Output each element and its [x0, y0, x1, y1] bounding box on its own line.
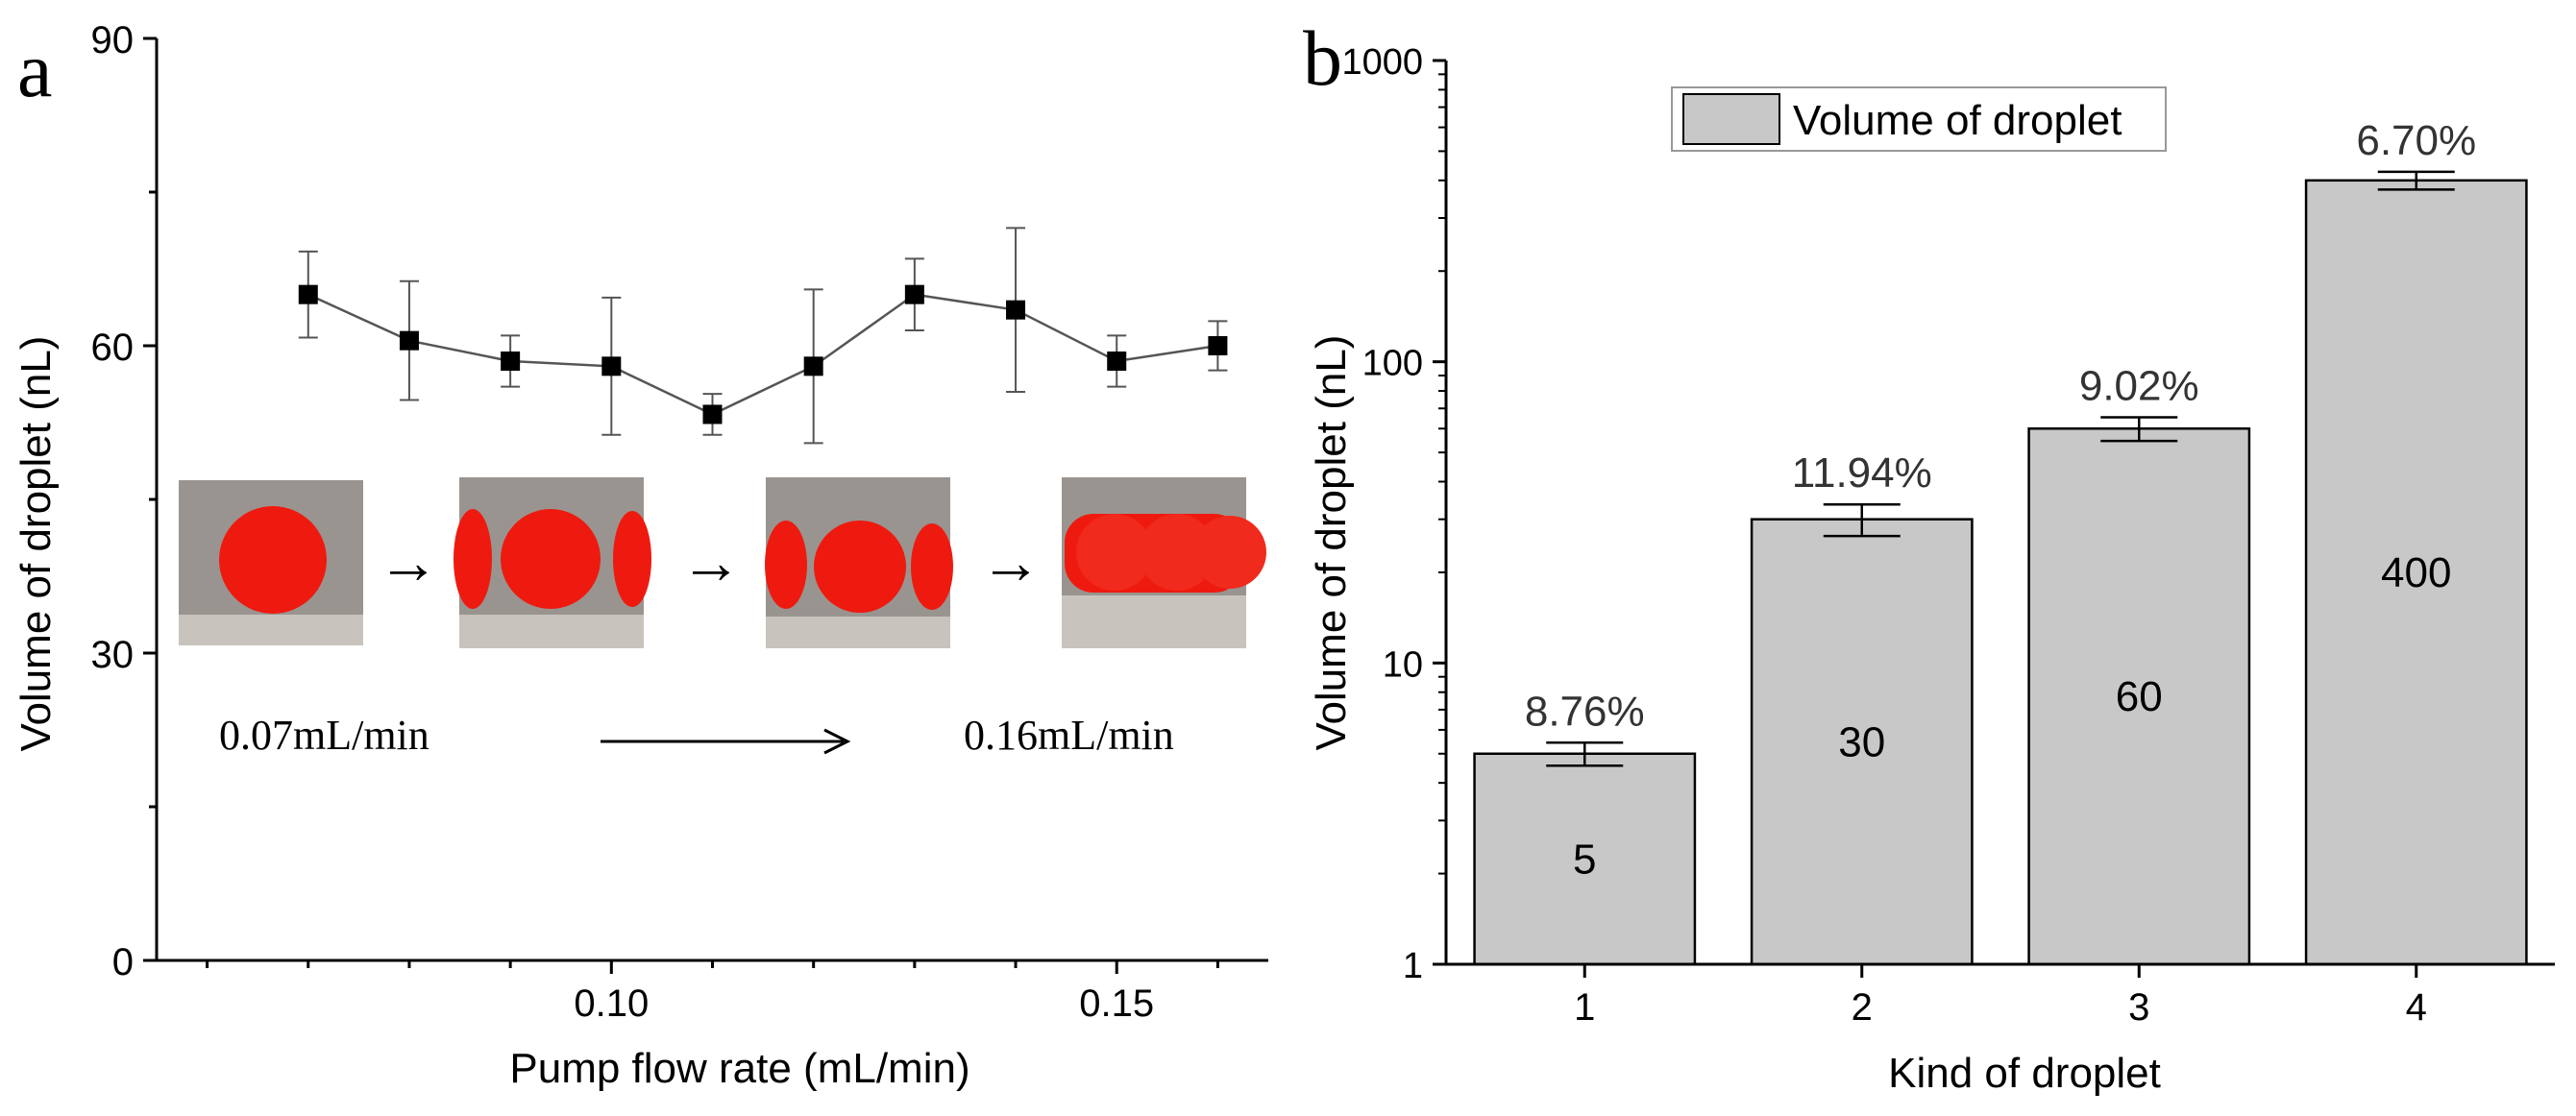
- panel-a-data-point: [1006, 300, 1026, 320]
- legend-swatch: [1682, 93, 1780, 145]
- panel-b-percent-annotation: 6.70%: [2356, 117, 2476, 164]
- panel-a-x-tick-label: 0.15: [1079, 983, 1154, 1025]
- droplet-inset: → → →: [179, 477, 1266, 759]
- panel-b-value-label: 400: [2381, 549, 2451, 596]
- inset-end-flow-label: 0.16mL/min: [964, 712, 1174, 759]
- panel-b-value-label: 30: [1838, 718, 1885, 765]
- panel-a-y-axis-label: Volume of droplet (nL): [12, 336, 60, 752]
- panel-b-bar: [1750, 518, 1974, 966]
- panel-a-letter: a: [17, 26, 52, 113]
- panel-a-data-point: [501, 352, 521, 371]
- panel-b-value-labels: 5 30 60 400: [1573, 549, 2451, 883]
- panel-a-data-point: [1208, 336, 1228, 355]
- droplet-photo-1: [179, 480, 363, 645]
- legend-entry: Volume of droplet: [1793, 97, 2122, 144]
- panel-b-percent-annotation: 11.94%: [1792, 449, 1932, 497]
- panel-b-bar: [2027, 427, 2251, 966]
- panel-b-percent-annotation: 9.02%: [2079, 363, 2199, 410]
- panel-b-bar: [2304, 179, 2528, 966]
- inset-start-flow-label: 0.07mL/min: [219, 712, 429, 759]
- panel-a-x-axis-label: Pump flow rate (mL/min): [509, 1045, 969, 1092]
- panel-b-x-tick-label: 4: [2406, 986, 2427, 1029]
- panel-a-points: [298, 284, 1228, 425]
- droplet-photo-2: [454, 477, 651, 648]
- panel-b-bar: [1473, 752, 1697, 966]
- panel-b-bars: [1473, 179, 2528, 966]
- panel-a-x-tick-label: 0.10: [574, 983, 649, 1025]
- panel-b-axes: [1444, 61, 2555, 966]
- panel-a-data-point: [298, 284, 318, 304]
- panel-b-y-tick-label: 1: [1403, 946, 1423, 986]
- panel-a-y-tick-label: 30: [91, 634, 135, 676]
- panel-b-value-label: 5: [1573, 836, 1596, 883]
- panel-b-x-ticks: 1 2 3 4: [1574, 964, 2427, 1029]
- panel-a: a 0 30 60 90 0.10 0.15 Pump flow rate (mL/mi…: [12, 19, 1268, 1092]
- inset-arrow-3: →: [980, 527, 1042, 596]
- panel-a-y-tick-label: 90: [91, 19, 135, 61]
- panel-b-y-tick-label: 100: [1362, 344, 1423, 384]
- panel-b-percent-annotation: 8.76%: [1525, 688, 1645, 735]
- panel-a-data-point: [803, 356, 823, 376]
- panel-a-data-point: [1107, 352, 1127, 371]
- panel-b-y-tick-label: 1000: [1341, 42, 1423, 83]
- panel-a-line: [307, 293, 1218, 416]
- panel-a-series-line: [307, 293, 1218, 416]
- legend: Volume of droplet: [1671, 86, 2167, 152]
- panel-b-letter: b: [1303, 14, 1342, 102]
- panel-a-data-point: [904, 284, 924, 304]
- panel-a-data-point: [399, 330, 419, 351]
- panel-b-x-tick-label: 3: [2128, 986, 2149, 1029]
- panel-b-y-tick-label: 10: [1383, 644, 1423, 685]
- panel-a-y-tick-label: 0: [112, 941, 134, 983]
- droplet-photo-3: [765, 477, 953, 648]
- panel-a-data-point: [702, 404, 723, 425]
- panel-b-error-bars: [1546, 170, 2455, 767]
- panel-a-data-point: [601, 356, 622, 376]
- panel-b-x-tick-label: 1: [1574, 986, 1595, 1029]
- panel-b-value-label: 60: [2116, 673, 2163, 720]
- panel-a-error-bars: [298, 227, 1228, 445]
- panel-a-y-tick-label: 60: [91, 327, 135, 369]
- droplet-photo-4: [1062, 477, 1266, 648]
- inset-arrow-1: →: [378, 527, 439, 596]
- panel-b-y-axis-label: Volume of droplet (nL): [1308, 335, 1355, 751]
- panel-a-y-ticks: 0 30 60 90: [91, 19, 157, 983]
- panel-b-x-axis-label: Kind of droplet: [1888, 1050, 2161, 1097]
- panel-b-x-tick-label: 2: [1852, 986, 1873, 1029]
- inset-long-arrow: [601, 728, 851, 755]
- panel-a-x-ticks: 0.10 0.15: [206, 960, 1219, 1025]
- panel-b-percent-annotations: 8.76% 11.94% 9.02% 6.70%: [1525, 117, 2476, 735]
- panel-b-y-ticks: 1 10 100 1000: [1341, 42, 1446, 986]
- inset-arrow-2: →: [680, 527, 742, 596]
